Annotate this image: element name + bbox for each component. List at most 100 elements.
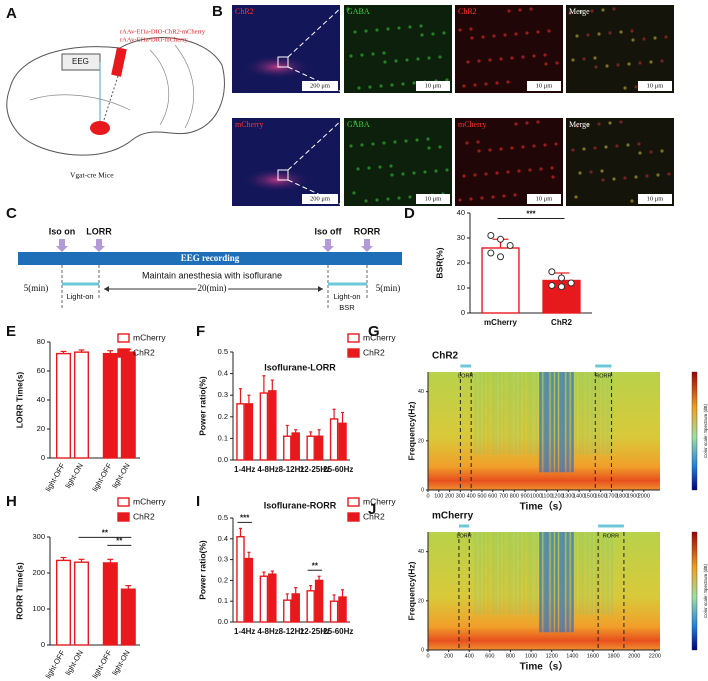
- cell-speckle: [415, 138, 419, 142]
- legend-label: mCherry: [133, 332, 166, 342]
- cell-speckle: [356, 167, 360, 171]
- cell-speckle: [492, 34, 496, 38]
- cell-speckle: [543, 143, 547, 147]
- y-tick-label: 0.2: [218, 412, 228, 421]
- legend-label: ChR2: [133, 511, 155, 521]
- cell-speckle: [608, 31, 612, 35]
- spectrum-texture: [576, 532, 578, 615]
- cell-speckle: [521, 55, 525, 59]
- cell-speckle: [499, 57, 503, 61]
- spectrum-texture: [559, 532, 562, 633]
- x-tick-label: 12-25Hz: [300, 627, 330, 636]
- cell-speckle: [408, 25, 412, 29]
- y-tick-label: 0.1: [218, 596, 228, 605]
- spectrum-texture: [493, 532, 494, 615]
- y-tick-label: 0.3: [218, 555, 228, 564]
- bar: [338, 422, 347, 461]
- spectrum-texture: [516, 372, 517, 455]
- cell-speckle: [473, 173, 477, 177]
- cell-speckle: [510, 146, 514, 150]
- x-tick-label: 1-4Hz: [234, 465, 255, 474]
- x-tick-label: 1600: [587, 653, 599, 659]
- y-tick-label: 40: [418, 549, 424, 555]
- spectrum-texture: [478, 532, 480, 615]
- x-tick-label: 0: [426, 653, 429, 659]
- spectrum-texture: [571, 532, 574, 633]
- spectrum-texture: [551, 532, 554, 633]
- significance-label: ***: [240, 514, 250, 523]
- spectrum-texture: [576, 372, 578, 455]
- cell-speckle: [630, 199, 634, 203]
- spectrum-texture: [580, 532, 582, 615]
- spectrum-texture: [494, 372, 496, 455]
- spectrum-texture: [559, 372, 562, 473]
- spectrum-texture: [597, 372, 599, 455]
- bar: [314, 435, 324, 461]
- cell-speckle: [638, 151, 642, 155]
- bar: [291, 593, 300, 623]
- x-tick-label: light-OFF: [90, 648, 114, 680]
- event-label: LORR: [86, 226, 112, 236]
- spectrum-texture: [530, 372, 532, 455]
- spectrum-texture: [484, 532, 486, 615]
- brain-detail: [29, 44, 195, 129]
- y-tick-label: 0: [421, 647, 424, 653]
- x-tick-label: 1800: [607, 653, 619, 659]
- spectrum-texture: [544, 372, 547, 473]
- cell-speckle: [480, 196, 484, 200]
- bar: [314, 579, 324, 623]
- legend-label: mCherry: [133, 496, 166, 506]
- x-tick-label: 1200: [551, 493, 563, 499]
- spectrum-texture: [563, 372, 566, 473]
- x-tick-label: 600: [485, 653, 494, 659]
- spectrum-texture: [523, 372, 524, 455]
- expression-glow: [243, 55, 311, 79]
- cell-speckle: [476, 140, 480, 144]
- spectrum-texture: [536, 532, 537, 615]
- x-tick-label: 1000: [525, 653, 537, 659]
- x-tick-label: light-ON: [63, 648, 85, 676]
- cell-speckle: [667, 172, 671, 176]
- scale-box: [416, 81, 450, 91]
- spectrum-texture: [554, 372, 557, 473]
- spectrum-texture: [547, 372, 550, 473]
- y-tick-label: 0.5: [218, 347, 228, 356]
- spectrum-texture: [540, 372, 543, 473]
- y-tick-label: 100: [32, 604, 45, 613]
- bar: [329, 418, 339, 461]
- spectrum-texture: [599, 372, 601, 455]
- event-arrow: [56, 239, 373, 252]
- spectrum-texture: [503, 532, 504, 615]
- cell-speckle: [364, 29, 368, 33]
- cell-speckle: [631, 38, 635, 42]
- y-tick-label: 40: [418, 389, 424, 395]
- zoom-line: [287, 117, 345, 171]
- cell-speckle: [473, 83, 477, 87]
- cell-speckle: [427, 146, 431, 150]
- spectrum-texture: [518, 532, 520, 615]
- overview-image: [232, 5, 340, 93]
- cell-speckle: [353, 120, 357, 124]
- micrograph: [344, 118, 452, 206]
- cell-speckle: [477, 149, 481, 153]
- x-tick-label: ChR2: [551, 318, 572, 327]
- cell-speckle: [405, 58, 409, 62]
- bar: [55, 559, 72, 646]
- cell-speckle: [594, 65, 598, 69]
- duration-label: 20(min): [198, 283, 227, 293]
- x-tick-label: 200: [444, 653, 453, 659]
- spectrum-texture: [495, 372, 497, 455]
- x-tick-label: 25-60Hz: [323, 465, 353, 474]
- spectrum-texture: [500, 532, 502, 615]
- cell-speckle: [445, 78, 449, 82]
- cell-speckle: [525, 31, 529, 35]
- cell-speckle: [590, 9, 594, 13]
- panel-label: G: [368, 323, 380, 340]
- spectrum-texture: [574, 532, 576, 615]
- spectrum-texture: [570, 532, 573, 633]
- cell-speckle: [550, 166, 554, 170]
- colorbar-label: Color scale: Spectrum (dB): [703, 403, 708, 458]
- scale-box: [527, 81, 561, 91]
- scale-box: [527, 194, 561, 204]
- cell-speckle: [660, 149, 664, 153]
